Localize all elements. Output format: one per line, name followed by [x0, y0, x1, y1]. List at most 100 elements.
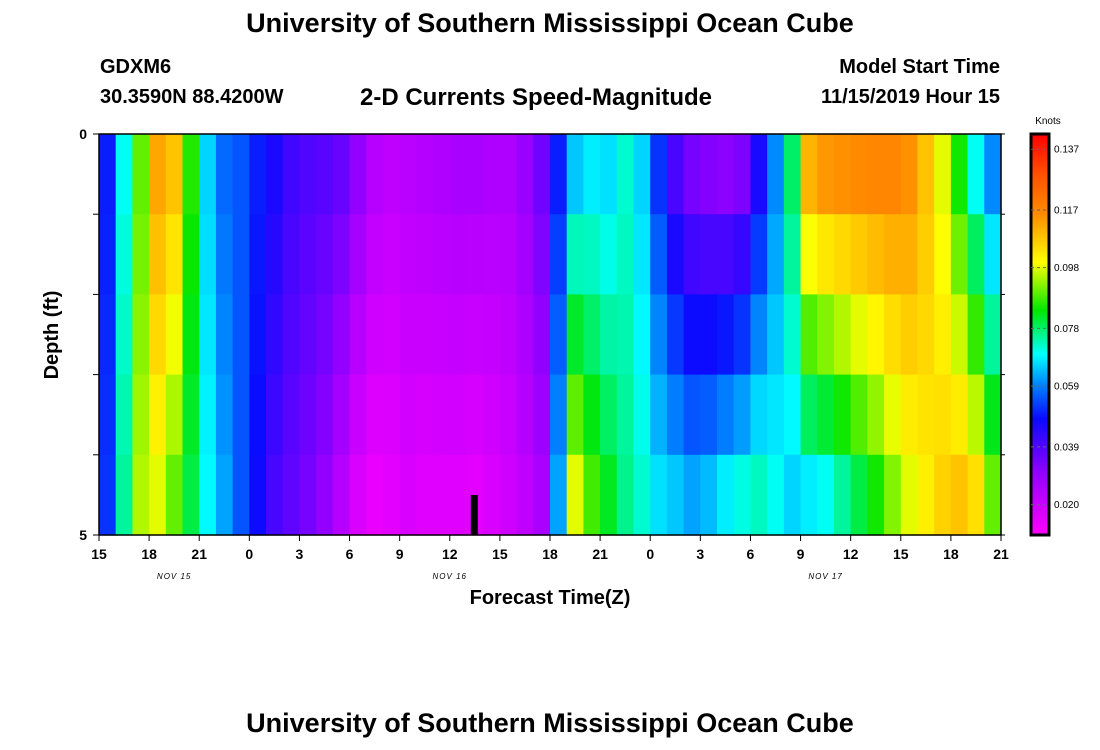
heatmap-cell: [449, 374, 468, 456]
heatmap-cell: [449, 454, 468, 536]
heatmap-cell: [316, 134, 334, 215]
heatmap-cell: [833, 454, 852, 536]
heatmap-cell: [817, 214, 835, 295]
x-tick-label: 18: [943, 546, 959, 562]
heatmap-cell: [583, 454, 601, 536]
heatmap-cell: [717, 134, 735, 215]
page-title: University of Southern Mississippi Ocean…: [246, 8, 854, 38]
heatmap-cell: [215, 374, 234, 456]
heatmap-cell: [967, 214, 985, 295]
heatmap-cell: [783, 294, 802, 376]
colorbar: 0.020 0.039 0.059 0.078 0.098 0.117 0.137: [1029, 132, 1079, 537]
heatmap-cell: [99, 294, 117, 376]
heatmap-cell: [282, 374, 301, 456]
heatmap-cell: [366, 134, 384, 215]
heatmap-cell: [533, 454, 551, 536]
heatmap-cell: [833, 214, 852, 295]
heatmap-cell: [399, 294, 417, 376]
heatmap-cell: [750, 454, 768, 536]
x-axis: 15 18 21 0 3 6 9 12 15 18 21 0 3 6 9 12 15 18 21 NOV 15 NOV …: [91, 535, 1009, 581]
heatmap-cell: [917, 134, 935, 215]
heatmap-cell: [199, 134, 217, 215]
heatmap-cell: [800, 134, 818, 215]
heatmap-cell: [115, 374, 133, 456]
heatmap-cell: [833, 374, 852, 456]
heatmap-cell: [132, 374, 150, 456]
heatmap-cell: [783, 454, 802, 536]
heatmap-cell: [984, 454, 1002, 536]
heatmap-cell: [232, 374, 250, 456]
y-tick-label: 5: [79, 527, 87, 543]
heatmap-cell: [466, 374, 484, 456]
heatmap-cell: [165, 294, 184, 376]
heatmap-cell: [182, 454, 200, 536]
heatmap-cell: [867, 214, 885, 295]
heatmap-cell: [984, 214, 1002, 295]
heatmap-cell: [366, 294, 384, 376]
heatmap-cell: [499, 454, 518, 536]
heatmap-cell: [165, 454, 184, 536]
heatmap-cell: [499, 374, 518, 456]
heatmap-cell: [516, 374, 534, 456]
heatmap-cell: [499, 134, 518, 215]
heatmap-cell: [516, 294, 534, 376]
heatmap-cell: [800, 374, 818, 456]
heatmap-cell: [633, 214, 651, 295]
heatmap-cell: [666, 374, 685, 456]
heatmap-cell: [750, 374, 768, 456]
heatmap-cell: [566, 454, 584, 536]
heatmap-cell: [934, 294, 952, 376]
heatmap-cell: [382, 214, 401, 295]
x-tick-label: 15: [492, 546, 508, 562]
heatmap-cell: [99, 374, 117, 456]
x-tick-label: 15: [91, 546, 107, 562]
heatmap-cell: [566, 294, 584, 376]
heatmap-cell: [349, 294, 367, 376]
heatmap-cell: [550, 134, 568, 215]
colorbar-gradient: [1029, 132, 1051, 537]
heatmap-cell: [934, 134, 952, 215]
heatmap-cell: [165, 134, 184, 215]
heatmap-cell: [700, 134, 718, 215]
heatmap-cell: [533, 214, 551, 295]
heatmap-cell: [984, 374, 1002, 456]
heatmap-cell: [583, 134, 601, 215]
heatmap-cell: [884, 214, 902, 295]
heatmap-cell: [600, 294, 618, 376]
heatmap-cell: [182, 294, 200, 376]
heatmap-cell: [249, 214, 267, 295]
heatmap-cell: [382, 454, 401, 536]
colorbar-tick-label: 0.137: [1054, 145, 1079, 156]
heatmap-cell: [550, 214, 568, 295]
heatmap-cell: [917, 374, 935, 456]
x-tick-label: 12: [442, 546, 458, 562]
x-tick-label: 0: [646, 546, 654, 562]
date-label: NOV 16: [433, 572, 467, 581]
heatmap-cell: [366, 454, 384, 536]
heatmap-cell: [967, 374, 985, 456]
heatmap-cell: [833, 294, 852, 376]
heatmap-cell: [99, 454, 117, 536]
heatmap-cell: [717, 374, 735, 456]
heatmap-cell: [867, 294, 885, 376]
heatmap-cell: [800, 294, 818, 376]
heatmap-cell: [616, 214, 635, 295]
heatmap-cell: [850, 294, 868, 376]
heatmap-cell: [149, 134, 167, 215]
heatmap-cell: [282, 134, 301, 215]
heatmap-cell: [299, 454, 317, 536]
x-tick-label: 18: [542, 546, 558, 562]
x-tick-label: 21: [592, 546, 608, 562]
heatmap-cell: [182, 214, 200, 295]
colorbar-tick-label: 0.117: [1054, 205, 1079, 216]
heatmap-cell: [232, 134, 250, 215]
heatmap-cell: [900, 214, 919, 295]
heatmap-cell: [783, 374, 802, 456]
heatmap-cell: [483, 294, 501, 376]
heatmap-cell: [600, 374, 618, 456]
heatmap-cell: [199, 294, 217, 376]
heatmap-cell: [934, 214, 952, 295]
heatmap-cell: [466, 294, 484, 376]
heatmap-cell: [733, 214, 752, 295]
heatmap-cell: [650, 134, 668, 215]
